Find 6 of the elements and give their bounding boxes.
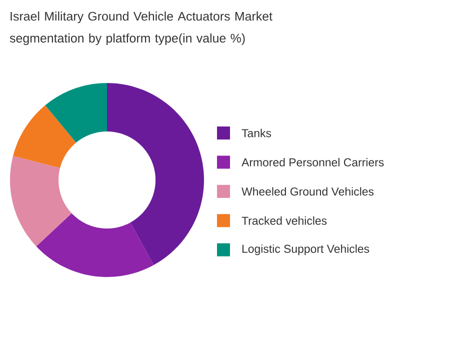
legend-label: Logistic Support Vehicles <box>242 244 370 256</box>
legend-label: Tanks <box>242 128 272 138</box>
legend-label: Tracked vehicles <box>242 216 327 225</box>
legend-label: Armored Personnel Carriers <box>242 158 384 166</box>
legend-label: Wheeled Ground Vehicles <box>242 187 374 196</box>
chart-title: Israel Military Ground Vehicle Actuators Market segmentation by platform type(in value %) <box>10 12 272 46</box>
